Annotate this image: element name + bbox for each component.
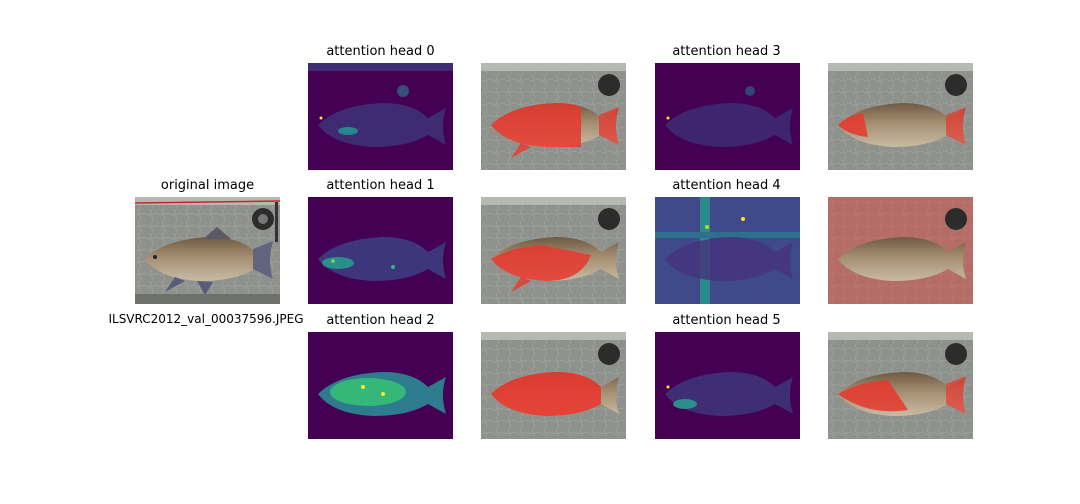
head-4-title: attention head 4	[672, 178, 781, 193]
head-2-overlay	[481, 332, 626, 439]
head-2-title: attention head 2	[326, 313, 435, 328]
head-3-heatmap	[655, 63, 800, 170]
head-1-title: attention head 1	[326, 178, 435, 193]
original-image-title: original image	[160, 178, 255, 193]
head-3-title: attention head 3	[672, 44, 781, 59]
head-1-overlay	[481, 197, 626, 304]
head-4-overlay	[828, 197, 973, 304]
head-0-title: attention head 0	[326, 44, 435, 59]
original-image-caption: ILSVRC2012_val_00037596.JPEG	[108, 312, 304, 326]
head-3-overlay	[828, 63, 973, 170]
original-image	[135, 197, 280, 304]
head-5-title: attention head 5	[672, 313, 781, 328]
head-0-overlay	[481, 63, 626, 170]
head-1-heatmap	[308, 197, 453, 304]
head-4-heatmap	[655, 197, 800, 304]
head-0-heatmap	[308, 63, 453, 170]
head-2-heatmap	[308, 332, 453, 439]
head-5-overlay	[828, 332, 973, 439]
head-5-heatmap	[655, 332, 800, 439]
